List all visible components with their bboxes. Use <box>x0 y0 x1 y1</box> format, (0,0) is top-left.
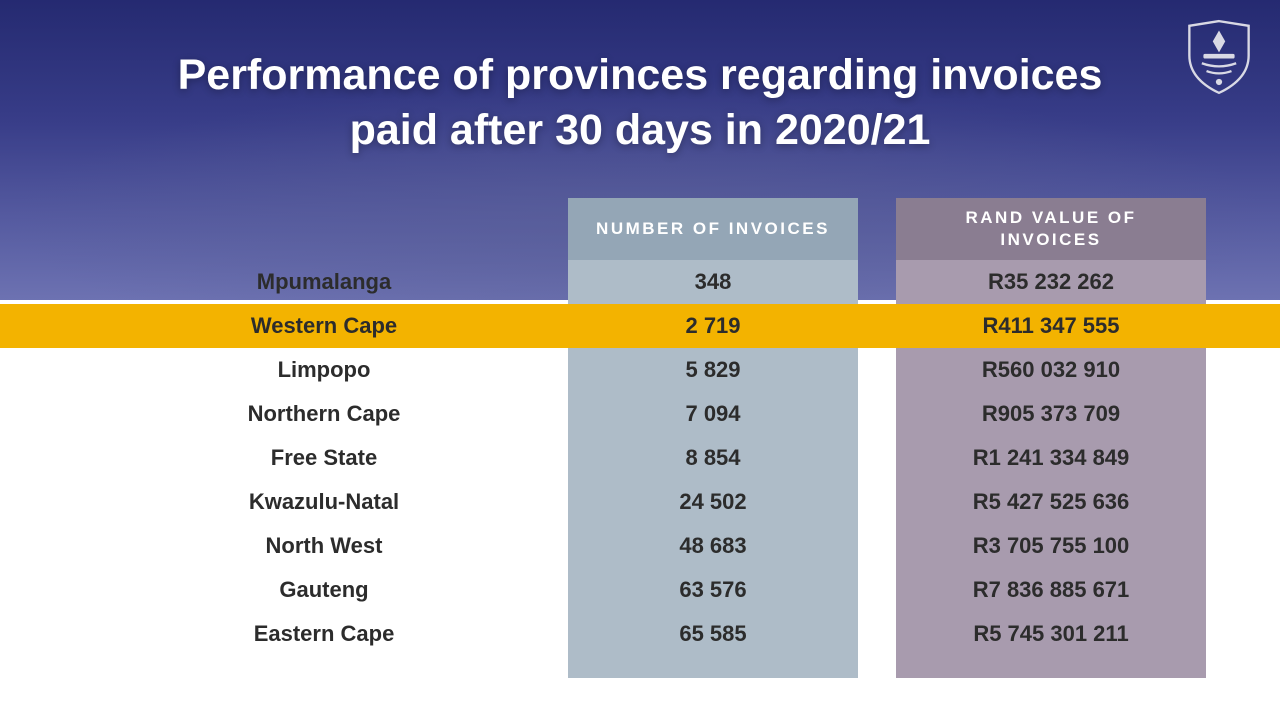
column-gap <box>858 612 896 656</box>
province-cell: Free State <box>0 436 568 480</box>
row-tail <box>1206 480 1280 524</box>
row-tail <box>1206 392 1280 436</box>
table-row: Free State8 854 R1 241 334 849 <box>0 436 1280 480</box>
invoices-cell: 8 854 <box>568 436 858 480</box>
column-gap <box>858 524 896 568</box>
table-row: Limpopo5 829 R560 032 910 <box>0 348 1280 392</box>
invoices-cell: 24 502 <box>568 480 858 524</box>
invoices-cell: 2 719 <box>568 304 858 348</box>
row-tail <box>1206 304 1280 348</box>
column-gap <box>858 348 896 392</box>
invoices-cell: 7 094 <box>568 392 858 436</box>
table-row: Gauteng63 576 R7 836 885 671 <box>0 568 1280 612</box>
performance-table: NUMBER OF INVOICES RAND VALUE OF INVOICE… <box>0 198 1280 678</box>
table-row: Mpumalanga348 R35 232 262 <box>0 260 1280 304</box>
row-tail <box>1206 568 1280 612</box>
value-cell: R3 705 755 100 <box>896 524 1206 568</box>
invoices-cell: 48 683 <box>568 524 858 568</box>
value-cell: R905 373 709 <box>896 392 1206 436</box>
province-cell: North West <box>0 524 568 568</box>
province-cell: Northern Cape <box>0 392 568 436</box>
header-spacer <box>0 198 568 260</box>
province-cell: Mpumalanga <box>0 260 568 304</box>
column-header-value: RAND VALUE OF INVOICES <box>896 198 1206 260</box>
column-gap <box>858 260 896 304</box>
table-row: Eastern Cape65 585 R5 745 301 211 <box>0 612 1280 656</box>
value-cell: R411 347 555 <box>896 304 1206 348</box>
province-cell: Gauteng <box>0 568 568 612</box>
province-cell: Eastern Cape <box>0 612 568 656</box>
row-tail <box>1206 260 1280 304</box>
column-gap <box>858 480 896 524</box>
table-row: Northern Cape7 094 R905 373 709 <box>0 392 1280 436</box>
column-header-invoices: NUMBER OF INVOICES <box>568 198 858 260</box>
value-cell: R1 241 334 849 <box>896 436 1206 480</box>
table-row: Kwazulu-Natal24 502 R5 427 525 636 <box>0 480 1280 524</box>
row-tail <box>1206 348 1280 392</box>
province-cell: Kwazulu-Natal <box>0 480 568 524</box>
column-gap <box>858 392 896 436</box>
row-tail <box>1206 436 1280 480</box>
page-title: Performance of provinces regarding invoi… <box>0 48 1280 158</box>
value-cell: R35 232 262 <box>896 260 1206 304</box>
invoices-cell: 348 <box>568 260 858 304</box>
invoices-cell: 63 576 <box>568 568 858 612</box>
province-cell: Western Cape <box>0 304 568 348</box>
value-cell: R5 745 301 211 <box>896 612 1206 656</box>
value-cell: R560 032 910 <box>896 348 1206 392</box>
table-row: North West48 683 R3 705 755 100 <box>0 524 1280 568</box>
invoices-cell: 65 585 <box>568 612 858 656</box>
table-header-row: NUMBER OF INVOICES RAND VALUE OF INVOICE… <box>0 198 1280 260</box>
value-cell: R7 836 885 671 <box>896 568 1206 612</box>
column-gap <box>858 568 896 612</box>
table-row: Western Cape2 719 R411 347 555 <box>0 304 1280 348</box>
table-bottom-padding <box>0 656 1280 678</box>
value-cell: R5 427 525 636 <box>896 480 1206 524</box>
province-cell: Limpopo <box>0 348 568 392</box>
row-tail <box>1206 612 1280 656</box>
invoices-cell: 5 829 <box>568 348 858 392</box>
column-gap <box>858 304 896 348</box>
column-gap <box>858 436 896 480</box>
row-tail <box>1206 524 1280 568</box>
